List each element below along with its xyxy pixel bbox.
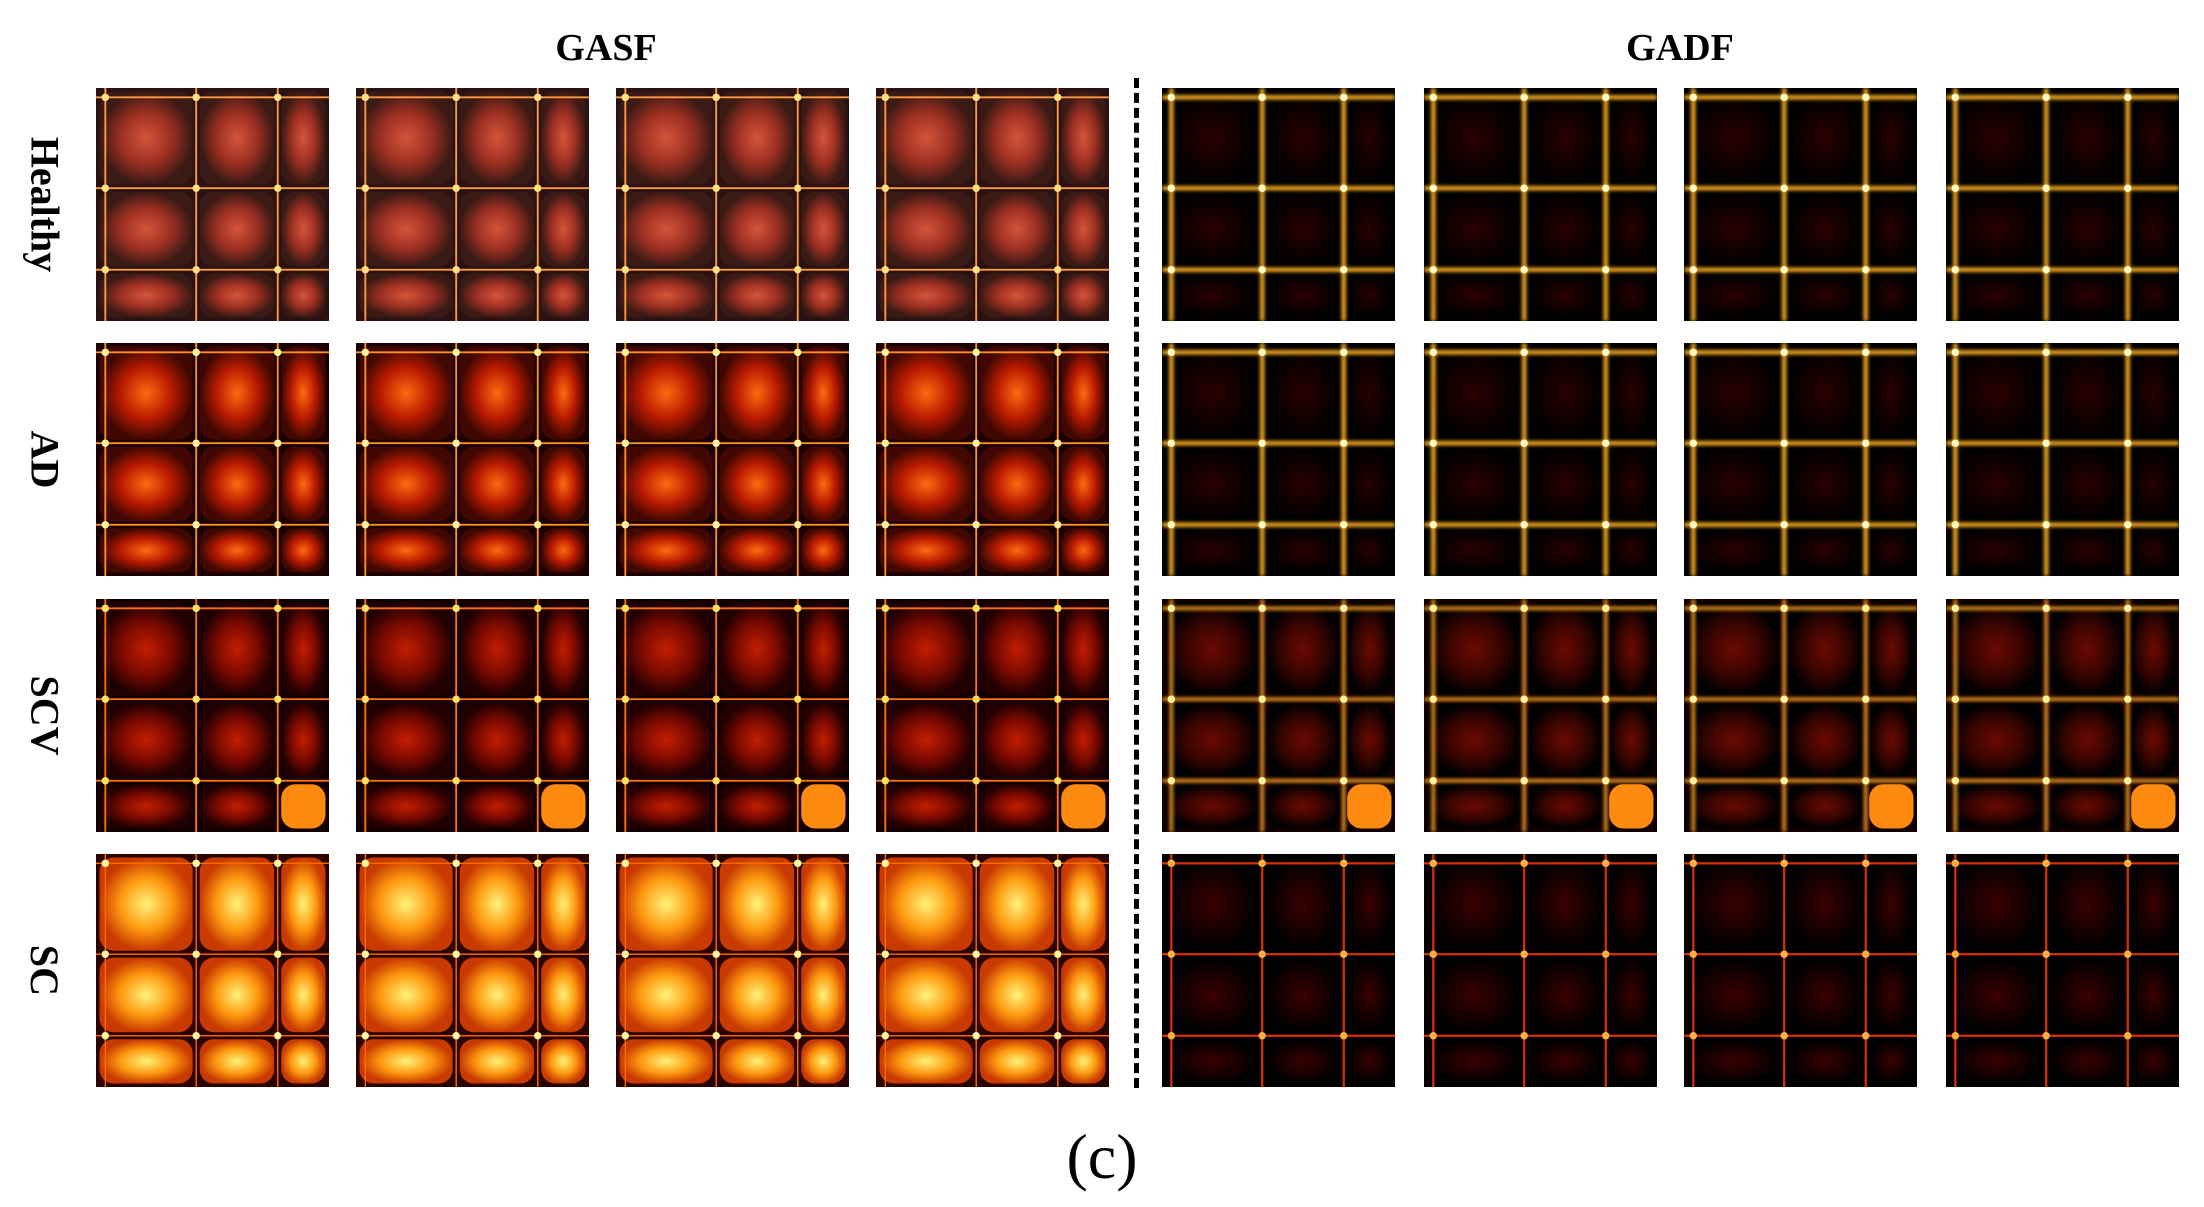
heatmap-tile [876,343,1109,576]
heatmap-tile [1946,599,2179,832]
heatmap-tile [876,854,1109,1087]
heatmap-tile [1946,343,2179,576]
heatmap-tile [1684,88,1917,321]
row-label-scv: SCV [22,675,68,756]
heatmap-tile [876,88,1109,321]
heatmap-tile [1424,854,1657,1087]
row-label-ad: AD [22,430,68,489]
row-label-healthy: Healthy [22,136,68,273]
heatmap-tile [1684,599,1917,832]
heatmap-tile [1424,88,1657,321]
heatmap-tile [96,599,329,832]
heatmap-tile [356,599,589,832]
heatmap-tile [1162,599,1395,832]
heatmap-tile [1162,88,1395,321]
group-divider [1134,78,1139,1088]
heatmap-tile [96,343,329,576]
gadf-title: GADF [1626,27,1734,69]
heatmap-tile [356,343,589,576]
heatmap-tile [356,854,589,1087]
heatmap-tile [616,343,849,576]
heatmap-tile [616,88,849,321]
heatmap-tile [1162,854,1395,1087]
heatmap-tile [1684,854,1917,1087]
heatmap-tile [1424,599,1657,832]
heatmap-tile [876,599,1109,832]
heatmap-tile [356,88,589,321]
heatmap-tile [1162,343,1395,576]
heatmap-tile [1946,854,2179,1087]
gasf-title: GASF [555,27,657,69]
heatmap-tile [616,599,849,832]
heatmap-tile [96,854,329,1087]
heatmap-tile [616,854,849,1087]
row-label-sc: SC [22,944,68,997]
figure-caption: (c) [1066,1121,1138,1192]
heatmap-tile [1946,88,2179,321]
heatmap-tile [96,88,329,321]
heatmap-tile [1424,343,1657,576]
heatmap-tile [1684,343,1917,576]
